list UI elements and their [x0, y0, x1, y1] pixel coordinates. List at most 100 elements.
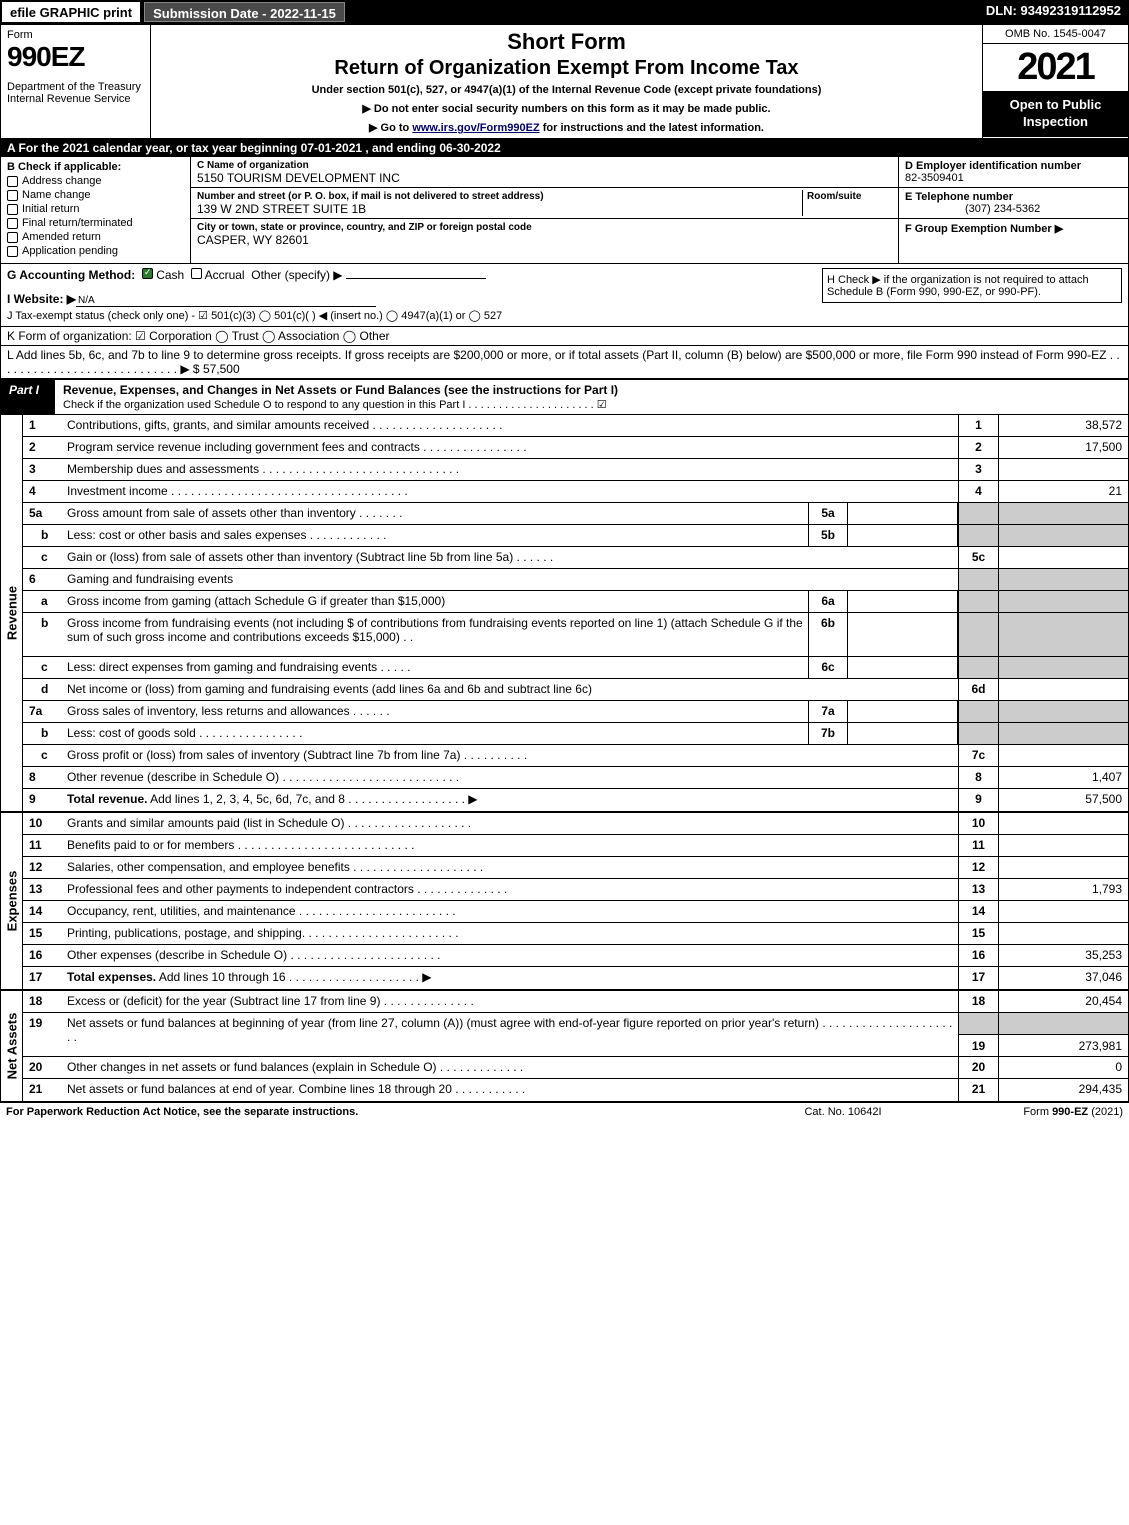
j-line: J Tax-exempt status (check only one) - ☑… [7, 309, 792, 322]
c-city-value: CASPER, WY 82601 [197, 233, 309, 247]
line-b: bLess: cost of goods sold . . . . . . . … [23, 723, 1128, 745]
line-num: 19 [23, 1013, 63, 1056]
accrual-checkbox[interactable] [191, 268, 202, 279]
line-ref: 12 [958, 857, 998, 878]
line-ref: 3 [958, 459, 998, 480]
line-14: 14Occupancy, rent, utilities, and mainte… [23, 901, 1128, 923]
mid-label: 5b [808, 525, 848, 546]
line-num: 1 [23, 415, 63, 436]
line-desc: Less: direct expenses from gaming and fu… [63, 657, 808, 678]
b-checkbox-1[interactable] [7, 190, 18, 201]
line-ref: 7c [958, 745, 998, 766]
b-checkbox-2[interactable] [7, 204, 18, 215]
line-desc: Other revenue (describe in Schedule O) .… [63, 767, 958, 788]
d-value: 82-3509401 [905, 172, 964, 184]
f-label: F Group Exemption Number ▶ [905, 223, 1063, 235]
expenses-side-label: Expenses [1, 813, 23, 989]
b-checkbox-5[interactable] [7, 246, 18, 257]
form-990ez: Form 990EZ Department of the Treasury In… [0, 24, 1129, 1102]
part-1-header: Part I Revenue, Expenses, and Changes in… [1, 379, 1128, 414]
line-7a: 7aGross sales of inventory, less returns… [23, 701, 1128, 723]
line-ref [958, 657, 998, 678]
l-text: L Add lines 5b, 6c, and 7b to line 9 to … [7, 348, 1120, 376]
line-num: 21 [23, 1079, 63, 1101]
e-label: E Telephone number [905, 191, 1013, 203]
line-21: 21Net assets or fund balances at end of … [23, 1079, 1128, 1101]
line-val [998, 613, 1128, 656]
expenses-section: Expenses 10Grants and similar amounts pa… [1, 811, 1128, 989]
line-num: c [23, 745, 63, 766]
line-15: 15Printing, publications, postage, and s… [23, 923, 1128, 945]
line-c: cGross profit or (loss) from sales of in… [23, 745, 1128, 767]
line-val: 20,454 [998, 991, 1128, 1012]
line-ref: 1 [958, 415, 998, 436]
line-desc: Occupancy, rent, utilities, and maintena… [63, 901, 958, 922]
top-bar: efile GRAPHIC print Submission Date - 20… [0, 0, 1129, 24]
line-ref: 8 [958, 767, 998, 788]
revenue-side-label: Revenue [1, 415, 23, 811]
line-ref [958, 525, 998, 546]
line-num: 12 [23, 857, 63, 878]
submission-date-button[interactable]: Submission Date - 2022-11-15 [144, 2, 345, 22]
i-label: I Website: ▶ [7, 292, 76, 306]
line-val: 273,981 [998, 1013, 1128, 1056]
line-num: 11 [23, 835, 63, 856]
header-left: Form 990EZ Department of the Treasury In… [1, 25, 151, 138]
irs-link[interactable]: www.irs.gov/Form990EZ [412, 122, 539, 134]
line-desc: Gross sales of inventory, less returns a… [63, 701, 808, 722]
line-val: 17,500 [998, 437, 1128, 458]
line-num: 17 [23, 967, 63, 989]
instr-ssn: ▶ Do not enter social security numbers o… [159, 102, 974, 115]
line-5a: 5aGross amount from sale of assets other… [23, 503, 1128, 525]
line-desc: Net assets or fund balances at end of ye… [63, 1079, 958, 1101]
b-opt-label: Initial return [22, 203, 79, 215]
header-center: Short Form Return of Organization Exempt… [151, 25, 983, 138]
line-d: dNet income or (loss) from gaming and fu… [23, 679, 1128, 701]
line-num: a [23, 591, 63, 612]
line-17: 17Total expenses. Add lines 10 through 1… [23, 967, 1128, 989]
mid-label: 6c [808, 657, 848, 678]
line-num: 16 [23, 945, 63, 966]
b-checkbox-0[interactable] [7, 176, 18, 187]
b-checkbox-4[interactable] [7, 232, 18, 243]
line-desc: Gaming and fundraising events [63, 569, 958, 590]
line-num: 20 [23, 1057, 63, 1078]
line-desc: Other changes in net assets or fund bala… [63, 1057, 958, 1078]
part-1-tag: Part I [1, 380, 55, 414]
line-val [998, 657, 1128, 678]
instr-post: for instructions and the latest informat… [540, 122, 764, 134]
mid-value [848, 525, 958, 546]
cash-checkbox[interactable] [142, 268, 153, 279]
line-desc: Total expenses. Add lines 10 through 16 … [63, 967, 958, 989]
line-desc: Grants and similar amounts paid (list in… [63, 813, 958, 834]
revenue-section: Revenue 1Contributions, gifts, grants, a… [1, 414, 1128, 811]
line-c: cLess: direct expenses from gaming and f… [23, 657, 1128, 679]
line-20: 20Other changes in net assets or fund ba… [23, 1057, 1128, 1079]
netassets-side-label: Net Assets [1, 991, 23, 1101]
b-right: D Employer identification number 82-3509… [898, 157, 1128, 263]
line-desc: Gross income from fundraising events (no… [63, 613, 808, 656]
c-addr-value: 139 W 2ND STREET SUITE 1B [197, 202, 366, 216]
line-val: 38,572 [998, 415, 1128, 436]
line-num: 2 [23, 437, 63, 458]
efile-print-button[interactable]: efile GRAPHIC print [2, 2, 140, 22]
form-number: 990EZ [7, 41, 144, 73]
section-b: B Check if applicable: Address changeNam… [1, 157, 1128, 264]
line-ref [958, 613, 998, 656]
b-middle: C Name of organization 5150 TOURISM DEVE… [191, 157, 898, 263]
line-val [998, 745, 1128, 766]
line-desc: Gain or (loss) from sale of assets other… [63, 547, 958, 568]
line-val [998, 459, 1128, 480]
line-a: aGross income from gaming (attach Schedu… [23, 591, 1128, 613]
line-ref: 10 [958, 813, 998, 834]
line-11: 11Benefits paid to or for members . . . … [23, 835, 1128, 857]
line-2: 2Program service revenue including gover… [23, 437, 1128, 459]
section-g-h: G Accounting Method: Cash Accrual Other … [1, 264, 1128, 327]
part-1-check: Check if the organization used Schedule … [63, 399, 607, 411]
line-num: 3 [23, 459, 63, 480]
line-desc: Other expenses (describe in Schedule O) … [63, 945, 958, 966]
room-label: Room/suite [807, 191, 861, 202]
line-val: 21 [998, 481, 1128, 502]
h-text: H Check ▶ if the organization is not req… [827, 274, 1089, 298]
b-checkbox-3[interactable] [7, 218, 18, 229]
